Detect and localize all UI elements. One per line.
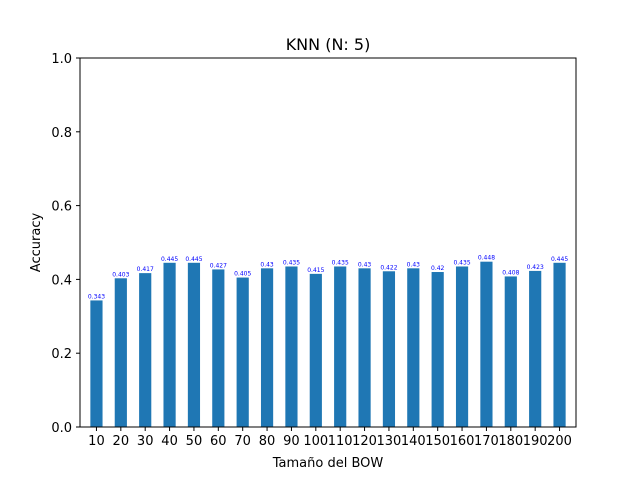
x-tick-label-90: 90 — [283, 434, 300, 449]
bar-200 — [553, 262, 566, 427]
data-label-80: 0.43 — [260, 261, 274, 268]
bar-60 — [212, 269, 225, 427]
data-label-180: 0.408 — [502, 269, 519, 276]
x-tick-label-80: 80 — [259, 434, 276, 449]
bar-170 — [480, 261, 493, 427]
y-tick-label: 0.4 — [51, 273, 72, 288]
data-label-40: 0.445 — [161, 256, 178, 263]
data-label-30: 0.417 — [137, 266, 154, 273]
bar-80 — [260, 268, 274, 427]
x-tick-label-140: 140 — [401, 434, 426, 449]
data-label-160: 0.435 — [453, 259, 470, 266]
bar-160 — [455, 266, 469, 427]
chart-title: KNN (N: 5) — [286, 35, 371, 54]
bar-20 — [114, 278, 127, 427]
bar-140 — [407, 268, 420, 427]
data-label-70: 0.405 — [234, 271, 251, 278]
x-tick-label-30: 30 — [137, 434, 154, 449]
x-tick-label-200: 200 — [547, 434, 572, 449]
bar-110 — [334, 266, 347, 427]
y-tick-label: 0.6 — [51, 200, 72, 215]
x-tick-label-100: 100 — [303, 434, 328, 449]
data-label-150: 0.42 — [431, 265, 445, 272]
data-label-200: 0.445 — [551, 256, 568, 263]
x-tick-label-150: 150 — [425, 434, 450, 449]
data-label-140: 0.43 — [407, 261, 421, 268]
y-tick-label: 0.0 — [51, 421, 72, 436]
x-tick-label-110: 110 — [328, 434, 353, 449]
plot-frame — [79, 57, 577, 428]
bar-100 — [309, 273, 322, 427]
x-axis-ticks: 10 20 30 40 50 60 70 80 90 100 110 120 130 140 150 160 1… — [88, 427, 572, 449]
x-tick-label-130: 130 — [377, 434, 402, 449]
data-label-110: 0.435 — [332, 259, 349, 266]
data-label-120: 0.43 — [358, 261, 372, 268]
bar-90 — [285, 266, 298, 427]
x-tick-label-120: 120 — [352, 434, 377, 449]
data-label-60: 0.427 — [210, 262, 227, 269]
bar-50 — [187, 262, 201, 427]
x-tick-label-20: 20 — [113, 434, 130, 449]
y-axis-label: Accuracy — [29, 213, 44, 273]
y-tick-label: 1.0 — [51, 52, 72, 67]
bar-10 — [90, 300, 103, 427]
bar-40 — [163, 262, 176, 427]
x-axis-label: Tamaño del BOW — [272, 456, 384, 471]
x-tick-label-10: 10 — [88, 434, 105, 449]
x-tick-label-50: 50 — [186, 434, 203, 449]
x-tick-label-70: 70 — [234, 434, 251, 449]
y-tick-label: 0.2 — [51, 347, 72, 362]
bar-190 — [529, 270, 542, 427]
bar-30 — [139, 273, 152, 427]
y-axis-ticks: 0.0 0.2 0.4 0.6 0.8 1.0 — [51, 52, 80, 436]
data-label-20: 0.403 — [112, 271, 129, 278]
data-label-100: 0.415 — [307, 267, 324, 274]
x-tick-label-170: 170 — [474, 434, 499, 449]
data-labels-group: 0.343 0.403 0.417 0.445 0.445 0.427 0.405 0.43 0… — [88, 255, 568, 301]
y-tick-label: 0.8 — [51, 126, 72, 141]
bars-group — [90, 261, 566, 427]
x-tick-label-160: 160 — [450, 434, 475, 449]
bar-130 — [382, 271, 396, 427]
bar-70 — [236, 277, 249, 427]
data-label-90: 0.435 — [283, 259, 300, 266]
x-tick-label-190: 190 — [523, 434, 548, 449]
bar-150 — [431, 272, 444, 427]
bar-180 — [504, 276, 517, 427]
data-label-10: 0.343 — [88, 293, 105, 300]
x-tick-label-40: 40 — [161, 434, 178, 449]
data-label-130: 0.422 — [380, 264, 397, 271]
bar-120 — [358, 268, 371, 427]
x-tick-label-180: 180 — [498, 434, 523, 449]
x-tick-label-60: 60 — [210, 434, 227, 449]
data-label-50: 0.445 — [185, 256, 202, 263]
data-label-170: 0.448 — [478, 255, 495, 262]
data-label-190: 0.423 — [527, 264, 544, 271]
